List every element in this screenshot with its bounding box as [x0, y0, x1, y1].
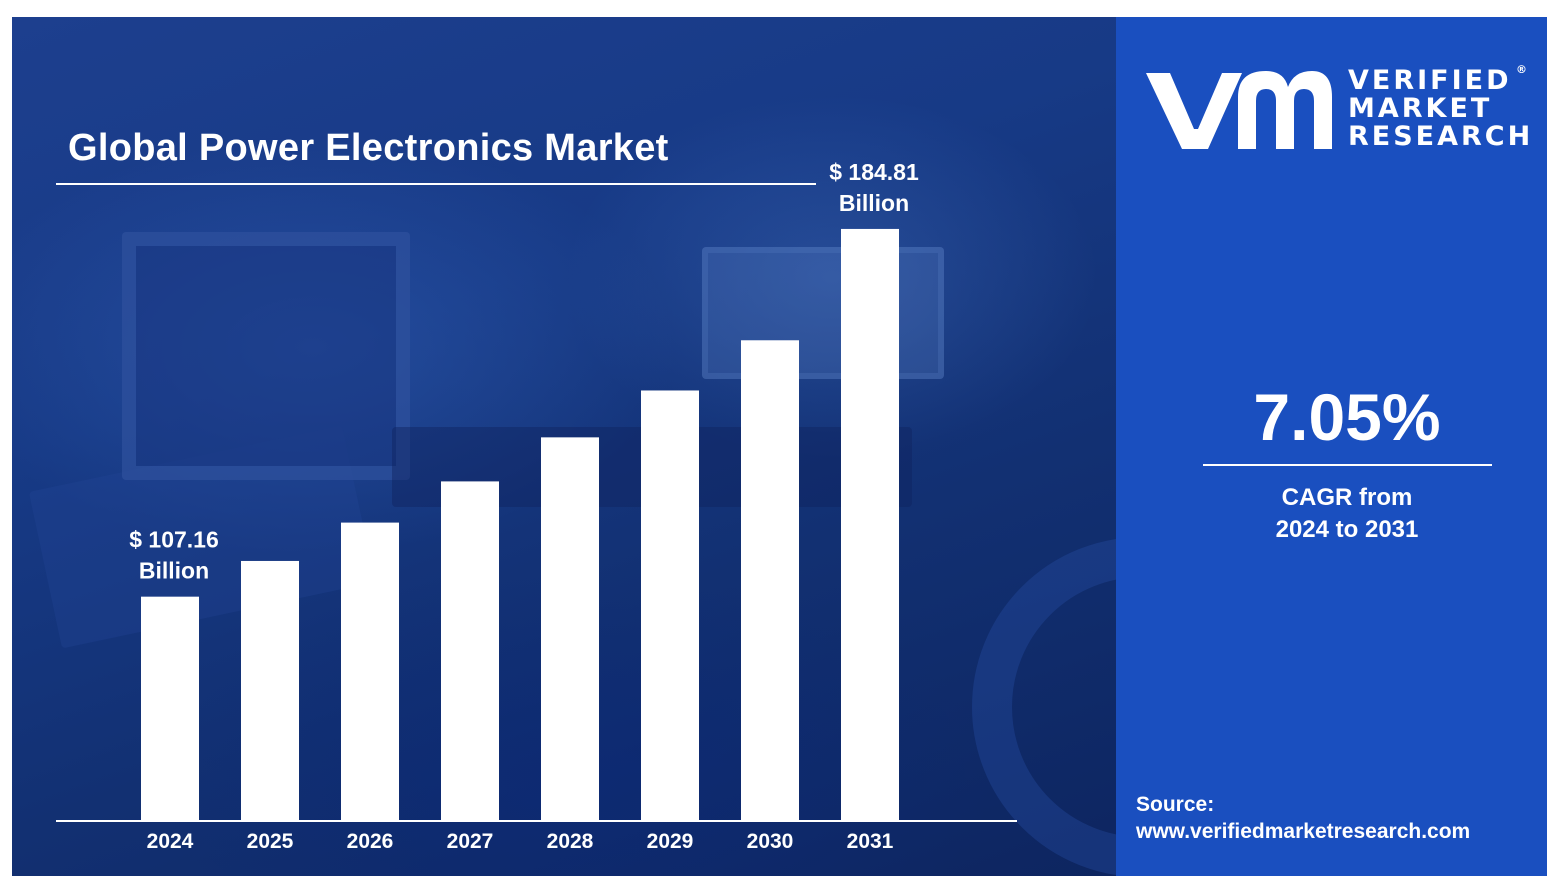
- cagr-divider: [1203, 464, 1492, 466]
- background-chip: [122, 232, 410, 480]
- chart-title: Global Power Electronics Market: [68, 127, 669, 169]
- source-url: www.verifiedmarketresearch.com: [1136, 820, 1471, 843]
- brand-line: VERIFIED: [1348, 65, 1512, 96]
- side-panel: VERIFIED MARKET RESEARCH ® 7.05% CAGR fr…: [1116, 17, 1547, 876]
- bar-2030: [741, 340, 799, 820]
- bar-2028: [541, 437, 599, 820]
- bar-2029: [641, 390, 699, 820]
- cagr-caption-line: CAGR from: [1281, 484, 1413, 511]
- vmr-logo-icon: [1146, 71, 1332, 149]
- x-tick-label: 2027: [447, 830, 494, 853]
- brand-line: RESEARCH: [1348, 121, 1534, 152]
- x-tick-label: 2026: [347, 830, 394, 853]
- x-tick-label: 2024: [147, 830, 194, 853]
- data-label: Billion: [839, 190, 909, 216]
- data-label: $ 184.81: [829, 159, 919, 185]
- infographic-card: Global Power Electronics Market 2024 2025…: [12, 17, 1547, 876]
- x-tick-label: 2031: [847, 830, 894, 853]
- bar-2026: [341, 522, 399, 820]
- registered-mark: ®: [1516, 63, 1527, 76]
- bar-2027: [441, 481, 499, 820]
- x-tick-label: 2029: [647, 830, 694, 853]
- data-label: Billion: [139, 558, 209, 584]
- brand-name: VERIFIED MARKET RESEARCH: [1348, 67, 1533, 151]
- chart-panel: Global Power Electronics Market 2024 2025…: [12, 17, 1116, 876]
- brand-line: MARKET: [1348, 93, 1493, 124]
- data-label: $ 107.16: [129, 527, 219, 553]
- cagr-caption-line: 2024 to 2031: [1275, 516, 1419, 543]
- cagr-caption: CAGR from 2024 to 2031: [1202, 482, 1492, 546]
- bar-2025: [241, 560, 299, 820]
- x-tick-label: 2030: [747, 830, 794, 853]
- bar-chart: 2024 2025 2026 2027 2028 2029 2030 2031 $ 107.16…: [56, 159, 1017, 853]
- bar-2031: [841, 228, 899, 821]
- source-label: Source:: [1136, 793, 1215, 816]
- background-chip: [702, 247, 944, 379]
- cagr-value: 7.05%: [1253, 380, 1441, 454]
- x-tick-label: 2025: [247, 830, 294, 853]
- source-block: Source: www.verifiedmarketresearch.com: [1136, 791, 1470, 845]
- title-underline: [56, 183, 816, 185]
- bar-2024: [141, 596, 199, 820]
- x-tick-label: 2028: [547, 830, 594, 853]
